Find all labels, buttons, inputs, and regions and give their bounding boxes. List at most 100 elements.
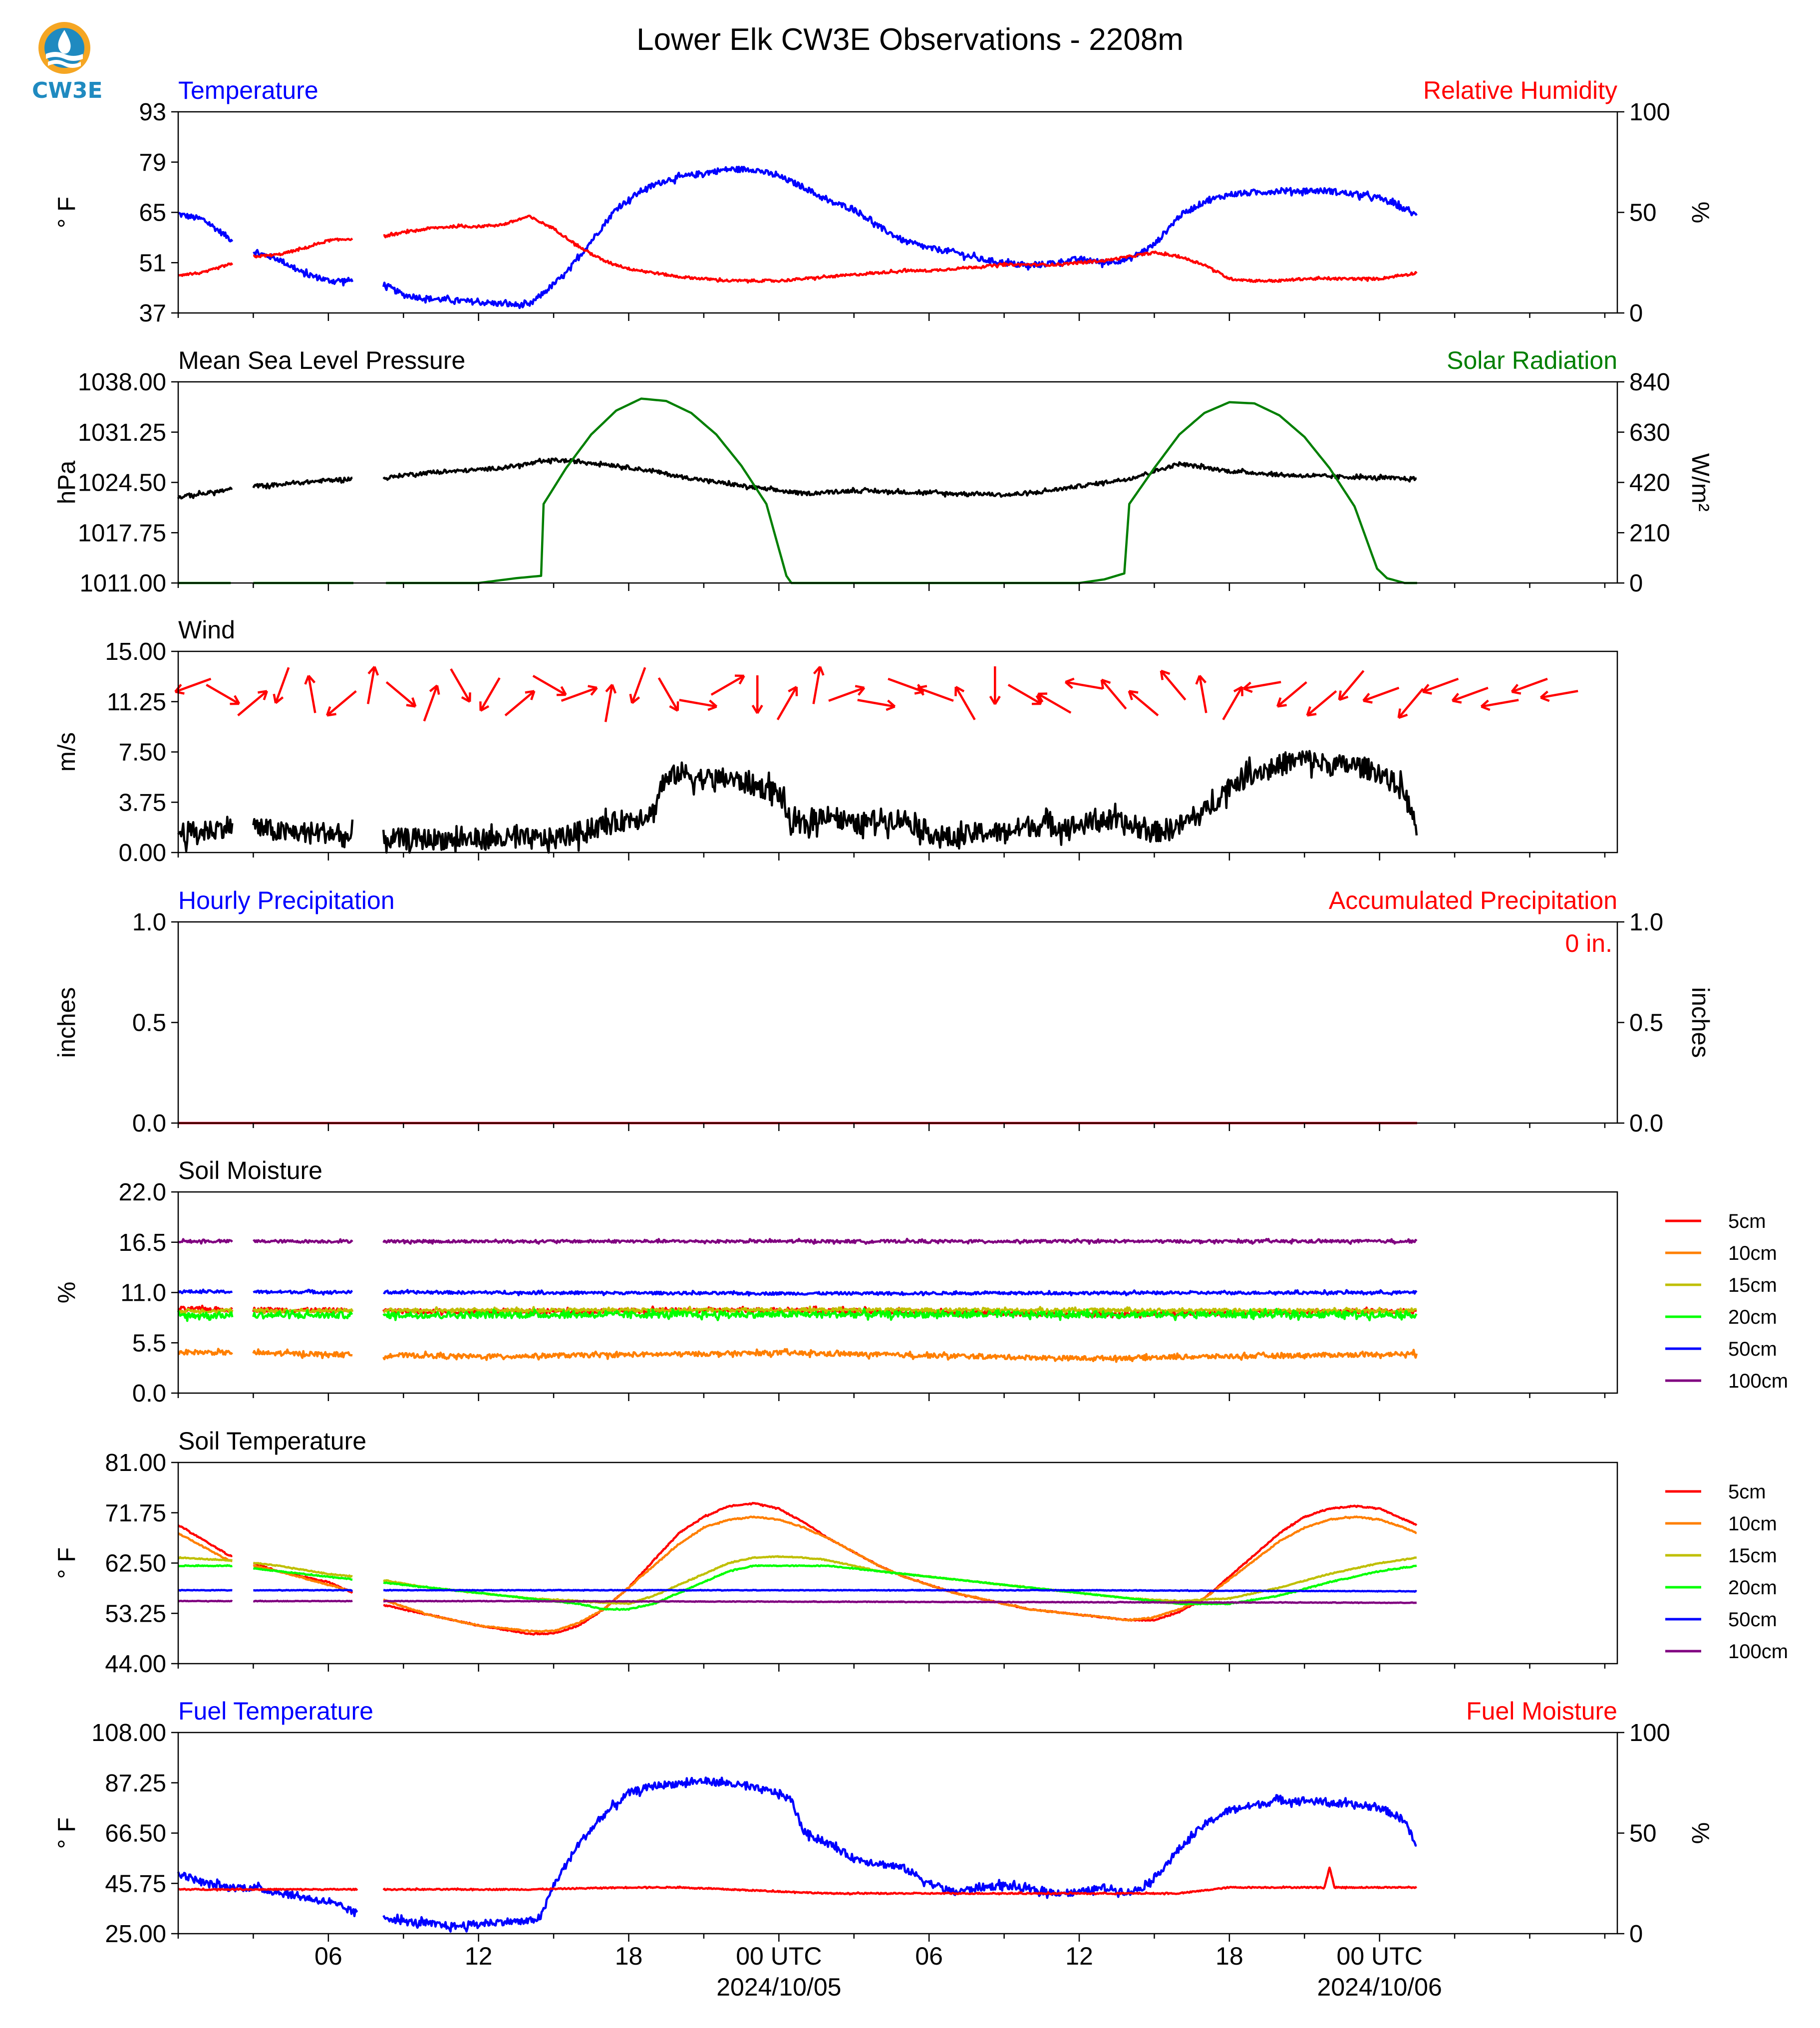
y-tick-label-left: 79: [139, 149, 166, 176]
y-tick-label-left: 62.50: [105, 1550, 166, 1577]
legend-label: 15cm: [1728, 1545, 1777, 1567]
y-tick-label-right: 0.0: [1629, 1110, 1663, 1137]
wind-arrow: [954, 686, 976, 721]
y-tick-label-right: 630: [1629, 419, 1670, 446]
wind-arrow: [1064, 677, 1103, 690]
series-line-soil_temperature-15cm: [177, 1555, 1417, 1605]
panel-soil_temperature: 44.00 53.25 62.50 71.75 81.00 Soil Temperatur…: [53, 1427, 1618, 1678]
cw3e-logo: CW3E: [32, 19, 103, 103]
x-tick-label: 06: [915, 1942, 943, 1970]
series-line-fuel-0: [177, 1776, 1417, 1933]
wind-arrow: [1007, 684, 1042, 705]
series-line-soil_temperature-50cm: [178, 1588, 1417, 1593]
series-line-temp_rh-0: [178, 165, 1418, 309]
wind-arrow: [1128, 690, 1159, 717]
y-tick-label-right: 100: [1629, 1720, 1670, 1746]
y-tick-label-left: 3.75: [119, 789, 166, 816]
panel-title-right: Accumulated Precipitation: [1329, 886, 1617, 914]
wind-arrow: [479, 677, 501, 712]
panel-frame: [177, 1732, 1618, 1935]
panel-title-left: Mean Sea Level Pressure: [178, 346, 465, 374]
y-tick-label-left: 1038.00: [78, 369, 166, 396]
wind-arrow: [1276, 681, 1307, 708]
wind-arrow: [751, 675, 763, 714]
wind-arrow: [828, 685, 866, 702]
y-tick-label-left: 11.25: [107, 689, 166, 716]
wind-arrow: [532, 675, 567, 696]
panel-frame: [177, 1461, 1618, 1665]
wind-arrow: [385, 681, 417, 708]
wind-arrow: [710, 674, 745, 696]
y-tick-label-left: 1017.75: [78, 520, 166, 547]
x-tick-label: 12: [1065, 1942, 1093, 1970]
panel-title-left: Soil Moisture: [178, 1157, 322, 1184]
wind-arrow: [1242, 681, 1281, 693]
y-tick-label-left: 66.50: [105, 1820, 166, 1847]
x-tick-label: 18: [615, 1942, 643, 1970]
x-tick-sublabel: 2024/10/05: [716, 1973, 841, 2001]
wind-arrow: [1195, 675, 1208, 713]
series-line-fuel-1: [178, 1866, 1417, 1896]
wind-arrow: [450, 668, 471, 703]
wind-arrow: [629, 667, 646, 704]
wind-arrow: [206, 684, 241, 705]
wind-arrow: [989, 666, 1001, 705]
series-group: [177, 750, 1418, 854]
wind-arrow: [1037, 692, 1072, 714]
y-tick-label-left: 1024.50: [78, 470, 166, 497]
legend-label: 50cm: [1728, 1338, 1777, 1360]
legend-label: 100cm: [1728, 1370, 1788, 1392]
legend-label: 20cm: [1728, 1577, 1777, 1599]
y-tick-label-right: 1.0: [1629, 909, 1663, 936]
wind-arrow: [1222, 686, 1243, 721]
wind-arrow: [326, 690, 357, 717]
wind-arrow: [1480, 699, 1519, 711]
legend-label: 50cm: [1728, 1609, 1777, 1631]
wind-arrow: [1160, 669, 1187, 701]
panel-wind: 0.00 3.75 7.50 11.25 15.00 Wind m/s: [53, 616, 1618, 867]
wind-arrow: [273, 667, 290, 704]
y-tick-label-right: 0: [1629, 300, 1643, 327]
x-tick-sublabel: 2024/10/06: [1317, 1973, 1442, 2001]
x-tick-label: 18: [1215, 1942, 1243, 1970]
y-tick-label-left: 81.00: [105, 1449, 166, 1476]
series-group: [177, 1776, 1417, 1933]
panel-precip: 0.0 0.5 1.0 0.0 0.5 1.0 Hourly Precipitation Ac…: [53, 886, 1714, 1137]
wind-arrow: [1511, 677, 1548, 695]
y-tick-label-right: 0: [1629, 570, 1643, 597]
y-axis-label-right: %: [1687, 202, 1714, 224]
panel-title-left: Hourly Precipitation: [178, 886, 395, 914]
series-line-soil_temperature-100cm: [178, 1599, 1417, 1604]
panel-title-right: Solar Radiation: [1447, 346, 1617, 374]
panel-fuel: 25.00 45.75 66.50 87.25 108.00 0 50 100 Fuel Tem…: [53, 1697, 1714, 1948]
legend-soil_moisture: 5cm 10cm 15cm 20cm 50cm 100cm: [1665, 1210, 1788, 1392]
y-tick-label-left: 1031.25: [78, 419, 166, 446]
panel-title-right: Fuel Moisture: [1466, 1697, 1617, 1725]
wind-arrow: [812, 666, 825, 704]
wind-arrow: [237, 690, 268, 717]
wind-arrow: [604, 684, 617, 722]
panel-pressure_solar: 1011.00 1017.75 1024.50 1031.25 1038.00 0 210 4…: [53, 346, 1714, 597]
y-tick-label-right: 840: [1629, 369, 1670, 396]
y-tick-label-left: 1011.00: [80, 570, 167, 597]
panel-frame: [177, 111, 1618, 314]
y-tick-label-left: 0.00: [119, 840, 166, 867]
legends: 5cm10cm15cm20cm50cm100cm5cm10cm15cm20cm5…: [1665, 1210, 1788, 1663]
y-tick-label-right: 0.5: [1629, 1010, 1663, 1037]
y-axis-label-left: inches: [53, 987, 80, 1058]
panel-frame: [177, 921, 1618, 1124]
wind-arrows: [174, 666, 1578, 722]
series-line-soil_temperature-5cm: [177, 1501, 1418, 1636]
wind-arrow: [776, 686, 798, 721]
panel-title-left: Temperature: [178, 76, 318, 104]
x-axis: 06 12 18 00 UTC 2024/10/05 06 12 18 00 UTC 2024/1…: [314, 1942, 1442, 2001]
y-tick-label-left: 11.0: [120, 1280, 166, 1307]
y-tick-label-left: 16.5: [119, 1229, 166, 1256]
series-group: [177, 1501, 1418, 1636]
wind-arrow: [1539, 690, 1578, 702]
series-line-soil_moisture-50cm: [177, 1288, 1418, 1297]
wind-arrow: [1100, 678, 1127, 710]
legend-label: 5cm: [1728, 1481, 1766, 1503]
legend-label: 100cm: [1728, 1641, 1788, 1663]
